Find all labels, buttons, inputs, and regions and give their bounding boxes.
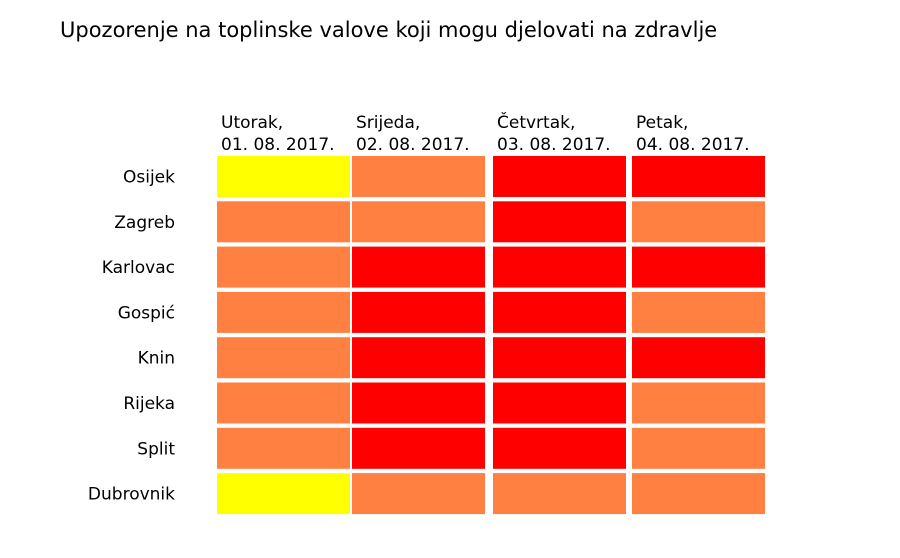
column-header-date: 01. 08. 2017. <box>221 135 335 155</box>
row-label: Osijek <box>123 168 175 188</box>
heatmap-cell <box>493 382 626 424</box>
column-header-date: 02. 08. 2017. <box>356 135 470 155</box>
heatmap-cell <box>632 473 765 515</box>
column-header-day: Utorak, <box>221 113 283 133</box>
heatmap-cell <box>352 201 485 243</box>
heatmap-cell <box>632 246 765 288</box>
heatmap-cell <box>493 473 626 515</box>
heatmap-cell <box>352 291 485 333</box>
heatmap-cell <box>493 427 626 469</box>
row-label: Zagreb <box>114 213 175 233</box>
heatmap-cell <box>632 291 765 333</box>
heatmap-cell <box>632 382 765 424</box>
heatmap-cell <box>352 427 485 469</box>
heatmap-cell <box>352 473 485 515</box>
heatmap-cell <box>493 201 626 243</box>
heatmap-cell <box>217 382 350 424</box>
column-header-date: 04. 08. 2017. <box>636 135 750 155</box>
column-header-day: Petak, <box>636 113 688 133</box>
row-label: Split <box>137 439 175 459</box>
column-header-day: Srijeda, <box>356 113 420 133</box>
heatmap-cell <box>632 156 765 197</box>
heatmap-cell <box>493 246 626 288</box>
heatmap-cell <box>352 246 485 288</box>
heatmap-cell <box>217 427 350 469</box>
row-label: Karlovac <box>102 258 175 278</box>
heatmap-cell <box>352 382 485 424</box>
heatmap-cell <box>632 201 765 243</box>
heatmap-cell <box>493 156 626 197</box>
heatmap-cell <box>352 156 485 197</box>
column-header-day: Četvrtak, <box>497 111 575 133</box>
chart-title: Upozorenje na toplinske valove koji mogu… <box>60 18 718 42</box>
heatmap-cell <box>217 246 350 288</box>
heatmap-cell <box>217 201 350 243</box>
heatmap-cell <box>493 337 626 379</box>
heatmap-cell <box>352 337 485 379</box>
heatmap-cell <box>632 337 765 379</box>
heatmap-cell <box>217 473 350 515</box>
heatmap-cell <box>632 427 765 469</box>
heatmap-cell <box>493 291 626 333</box>
row-label: Dubrovnik <box>88 485 175 505</box>
heatmap-cell <box>217 156 350 197</box>
row-label: Gospić <box>118 303 175 323</box>
row-label: Knin <box>138 349 175 369</box>
row-label: Rijeka <box>123 394 175 414</box>
heatmap-cell <box>217 337 350 379</box>
heatmap-cell <box>217 291 350 333</box>
column-header-date: 03. 08. 2017. <box>497 135 611 155</box>
